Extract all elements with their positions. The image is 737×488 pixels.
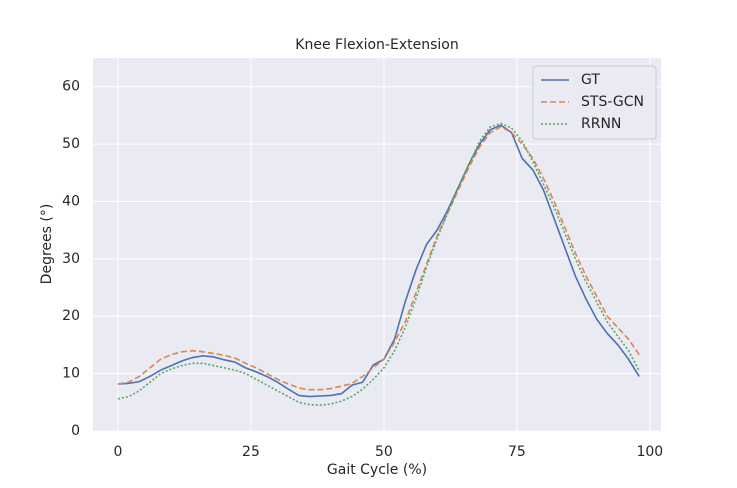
legend-label: STS-GCN [581,94,644,110]
x-tick-label: 0 [114,444,123,460]
data-line [117,125,640,391]
x-tick-label: 100 [636,444,663,460]
legend-label: RRNN [581,116,621,132]
y-tick-label: 20 [62,308,80,324]
legend-label: GT [581,72,600,88]
y-tick-label: 0 [71,423,80,439]
x-tick-label: 25 [242,444,260,460]
legend-box [532,65,657,140]
y-axis-label: Degrees (°) [39,204,55,285]
chart-title: Knee Flexion-Extension [295,37,458,53]
legend: GT STS-GCN RRNN [532,65,657,140]
y-tick-label: 50 [62,136,80,152]
data-line [117,124,640,398]
y-tick-label: 40 [62,193,80,209]
x-axis-label: Gait Cycle (%) [327,462,427,478]
x-tick-label: 50 [375,444,393,460]
y-tick-label: 30 [62,251,80,267]
data-line [117,122,640,406]
x-tick-label: 75 [508,444,526,460]
y-tick-label: 60 [62,79,80,95]
y-tick-label: 10 [62,366,80,382]
